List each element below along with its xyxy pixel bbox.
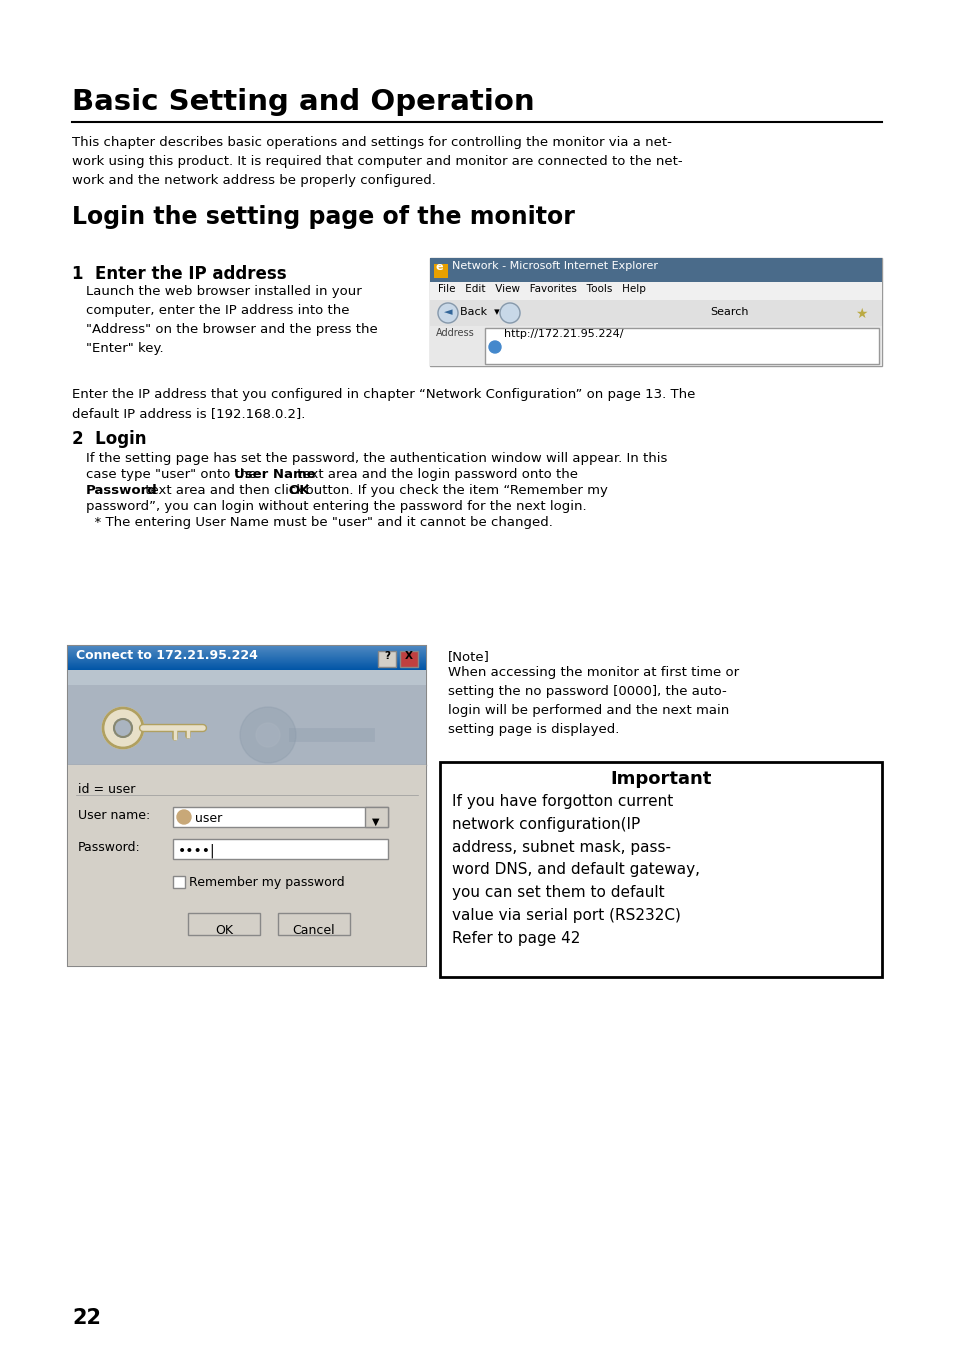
Text: [Note]: [Note]: [448, 650, 489, 662]
Text: e: e: [436, 262, 443, 272]
Bar: [399, 652, 417, 667]
Text: Password: Password: [86, 484, 157, 498]
Circle shape: [240, 707, 295, 763]
Bar: [484, 329, 878, 364]
Circle shape: [103, 708, 143, 748]
Text: Search: Search: [709, 307, 748, 316]
Bar: [430, 326, 882, 366]
Text: button. If you check the item “Remember my: button. If you check the item “Remember …: [301, 484, 607, 498]
Bar: [68, 765, 426, 965]
Bar: [188, 913, 260, 936]
Text: Remember my password: Remember my password: [189, 876, 344, 890]
Bar: [430, 258, 882, 283]
Text: X: X: [405, 652, 413, 661]
Bar: [439, 763, 882, 977]
Circle shape: [489, 341, 500, 353]
Text: ?: ?: [384, 652, 390, 661]
Text: id = user: id = user: [78, 783, 135, 796]
Text: Connect to 172.21.95.224: Connect to 172.21.95.224: [76, 649, 257, 662]
Text: 22: 22: [71, 1307, 101, 1328]
Text: 2  Login: 2 Login: [71, 430, 147, 448]
Text: Password:: Password:: [78, 841, 141, 854]
Text: 1  Enter the IP address: 1 Enter the IP address: [71, 265, 286, 283]
Text: Back  ▾: Back ▾: [459, 307, 499, 316]
Text: Basic Setting and Operation: Basic Setting and Operation: [71, 88, 534, 116]
Text: When accessing the monitor at first time or
setting the no password [0000], the : When accessing the monitor at first time…: [448, 667, 739, 735]
Bar: [172, 840, 388, 859]
Text: If the setting page has set the password, the authentication window will appear.: If the setting page has set the password…: [86, 452, 667, 465]
Bar: [430, 258, 882, 366]
Text: http://172.21.95.224/: http://172.21.95.224/: [503, 329, 623, 339]
Text: Login the setting page of the monitor: Login the setting page of the monitor: [71, 206, 575, 228]
Bar: [377, 652, 395, 667]
Bar: [277, 913, 350, 936]
Text: user: user: [194, 813, 222, 825]
Bar: [172, 876, 185, 888]
Text: text area and the login password onto the: text area and the login password onto th…: [293, 468, 578, 481]
Text: Network - Microsoft Internet Explorer: Network - Microsoft Internet Explorer: [452, 261, 658, 270]
Circle shape: [437, 303, 457, 323]
Text: Address: Address: [436, 329, 475, 338]
Circle shape: [113, 719, 132, 737]
Text: ▼: ▼: [372, 817, 379, 827]
Circle shape: [499, 303, 519, 323]
Text: OK: OK: [214, 923, 233, 937]
Bar: [430, 300, 882, 326]
Circle shape: [177, 810, 191, 823]
Text: Cancel: Cancel: [293, 923, 335, 937]
Text: ◄: ◄: [443, 307, 452, 316]
Text: text area and then click: text area and then click: [141, 484, 308, 498]
Text: File   Edit   View   Favorites   Tools   Help: File Edit View Favorites Tools Help: [437, 284, 645, 293]
Text: case type "user" onto the: case type "user" onto the: [86, 468, 260, 481]
Bar: [430, 283, 882, 300]
Text: This chapter describes basic operations and settings for controlling the monitor: This chapter describes basic operations …: [71, 137, 682, 187]
Bar: [434, 264, 448, 279]
Bar: [172, 807, 388, 827]
Bar: [68, 671, 426, 765]
Bar: [68, 646, 426, 965]
Text: Enter the IP address that you configured in chapter “Network Configuration” on p: Enter the IP address that you configured…: [71, 388, 695, 420]
Text: password”, you can login without entering the password for the next login.: password”, you can login without enterin…: [86, 500, 586, 512]
Text: Launch the web browser installed in your
computer, enter the IP address into the: Launch the web browser installed in your…: [86, 285, 377, 356]
Text: Important: Important: [610, 771, 711, 788]
Text: OK: OK: [288, 484, 309, 498]
Text: User name:: User name:: [78, 808, 150, 822]
Circle shape: [255, 723, 280, 748]
Text: User Name: User Name: [233, 468, 315, 481]
Text: ★: ★: [854, 307, 866, 320]
Text: If you have forgotton current
network configuration(IP
address, subnet mask, pas: If you have forgotton current network co…: [452, 794, 700, 946]
Bar: [68, 671, 426, 685]
Bar: [365, 807, 388, 827]
Text: * The entering User Name must be "user" and it cannot be changed.: * The entering User Name must be "user" …: [86, 516, 553, 529]
Text: ••••|: ••••|: [178, 844, 215, 859]
Bar: [68, 646, 426, 671]
